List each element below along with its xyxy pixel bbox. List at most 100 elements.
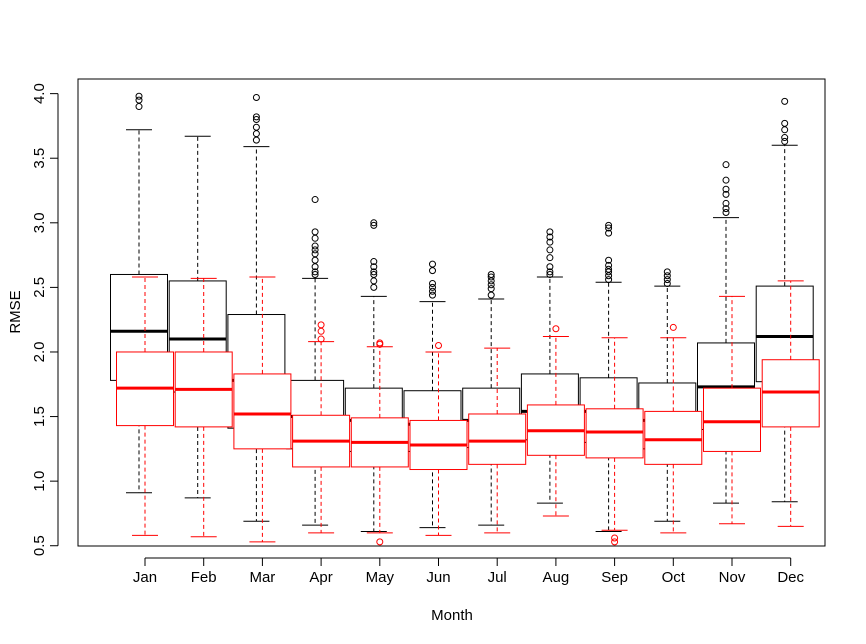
y-tick-label: 2.5 [31, 277, 48, 298]
x-tick-label: May [366, 569, 395, 586]
x-tick-label: Mar [249, 569, 275, 586]
outlier-point [605, 261, 613, 269]
x-tick-label: Jan [133, 569, 157, 586]
outlier-point [370, 283, 378, 291]
outlier-point [722, 176, 730, 184]
outlier-point [429, 287, 436, 295]
series-group [116, 276, 820, 546]
x-axis: Jan Feb Mar Apr May Jun Jul Aug Sep Oct Nov Dec [133, 557, 805, 586]
outlier-point [311, 234, 319, 242]
outlier-point [429, 283, 436, 291]
y-tick-label: 3.0 [31, 212, 48, 233]
outlier-point [722, 208, 730, 216]
outlier-point [611, 534, 619, 542]
outlier-point [252, 123, 260, 131]
outlier-point [252, 115, 260, 123]
outlier-point [370, 258, 378, 266]
outlier-point [311, 228, 319, 236]
y-tick-label: 1.0 [31, 471, 48, 492]
outlier-point [663, 280, 671, 288]
outlier-point [429, 267, 436, 275]
outlier-point [546, 233, 554, 241]
outlier-point [429, 280, 436, 288]
y-tick-label: 2.0 [31, 342, 48, 363]
outlier-point [546, 246, 554, 254]
outlier-point [546, 254, 554, 262]
outlier-point [370, 268, 378, 276]
outlier-point [487, 270, 495, 278]
outlier-point [487, 273, 495, 281]
outlier-point [135, 92, 143, 100]
outlier-point [252, 94, 260, 102]
outlier-point [487, 291, 495, 299]
outlier-point [546, 263, 554, 271]
outlier-point [370, 263, 378, 271]
box [644, 410, 703, 465]
outlier-point [252, 136, 260, 144]
outlier-point [370, 277, 378, 285]
x-tick-label: Jun [426, 569, 450, 586]
box [703, 387, 761, 452]
y-axis: 0.5 1.0 1.5 2.0 2.5 3.0 3.5 4.0 [31, 83, 59, 556]
y-tick-label: 3.5 [31, 148, 48, 169]
outlier-point [781, 97, 789, 105]
outlier-point [605, 229, 613, 237]
outlier-point [311, 268, 319, 276]
outlier-point [722, 161, 730, 169]
outlier-point [252, 113, 260, 121]
x-tick-label: Jul [488, 569, 507, 586]
outlier-point [429, 291, 436, 299]
outlier-point [546, 228, 554, 236]
outlier-point [663, 268, 671, 276]
outlier-point [546, 238, 554, 246]
outlier-point [722, 205, 730, 213]
x-tick-label: Dec [777, 569, 804, 586]
outlier-point [317, 327, 325, 335]
outlier-point [605, 224, 613, 232]
outlier-point [487, 281, 495, 289]
box [468, 413, 527, 465]
outlier-point [311, 250, 319, 258]
outlier-point [487, 285, 495, 293]
outlier-point [781, 119, 789, 127]
x-tick-label: Nov [719, 569, 746, 586]
plot-frame [77, 78, 826, 547]
outlier-point [317, 321, 325, 329]
outlier-point [252, 130, 260, 138]
x-tick-label: Apr [309, 569, 332, 586]
outlier-point [605, 276, 613, 284]
outlier-point [370, 219, 378, 227]
outlier-point [605, 221, 613, 229]
outlier-point [552, 325, 560, 333]
outlier-point [722, 199, 730, 207]
outlier-point [546, 268, 554, 276]
outlier-point [135, 96, 143, 104]
outlier-point [722, 185, 730, 193]
box-series [110, 92, 820, 546]
y-tick-label: 4.0 [31, 83, 48, 104]
outlier-point [611, 538, 619, 546]
outlier-point [317, 335, 325, 343]
outlier-point [669, 323, 677, 331]
outlier-point [722, 190, 730, 198]
outlier-point [605, 256, 613, 264]
outlier-point [663, 272, 671, 280]
outlier-point [546, 270, 554, 278]
outlier-point [781, 137, 789, 145]
outlier-point [663, 276, 671, 284]
outlier-point [311, 256, 319, 264]
box [233, 373, 292, 450]
outlier-point [311, 270, 319, 278]
outlier-point [435, 342, 442, 350]
x-tick-label: Aug [543, 569, 570, 586]
x-axis-title: Month [431, 607, 473, 624]
outlier-point [429, 260, 436, 268]
y-tick-label: 0.5 [31, 535, 48, 556]
outlier-point [781, 126, 789, 134]
outlier-point [781, 134, 789, 142]
x-tick-label: Feb [191, 569, 217, 586]
outlier-point [311, 196, 319, 204]
outlier-point [376, 339, 384, 347]
outlier-point [370, 270, 378, 278]
outlier-point [376, 538, 384, 546]
